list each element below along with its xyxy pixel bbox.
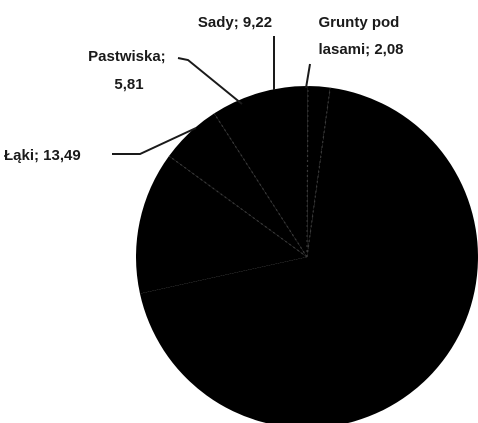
label-sady: Sady; 9,22 <box>198 14 272 31</box>
label-pastwiska-line2: 5,81 <box>114 76 143 93</box>
slice-separator-sady <box>306 85 309 258</box>
label-laki-line1: Łąki; 13,49 <box>4 147 81 164</box>
pie-slice-pastwiska <box>169 113 307 257</box>
label-pastwiska: Pastwiska; 5,81 <box>88 48 170 93</box>
label-pastwiska-line1: Pastwiska; <box>88 48 166 65</box>
pie-slice-łąki <box>135 156 307 294</box>
label-grunty-pod-lasami: Grunty pod lasami; 2,08 <box>318 14 403 58</box>
label-grunty-pod-lasami-line2: lasami; 2,08 <box>318 41 403 58</box>
slice-separator-pastwiska <box>213 113 308 258</box>
pie-slice-grunty-orne <box>139 87 478 423</box>
label-laki: Łąki; 13,49 <box>4 147 81 164</box>
leader-line-pastwiska <box>177 57 243 105</box>
slice-separator-łąki <box>168 155 308 258</box>
slice-separator-grunty-pod-lasami <box>306 87 331 258</box>
pie-slice-sady <box>214 85 308 257</box>
slice-edges <box>168 85 331 258</box>
leader-line-laki <box>112 127 197 155</box>
leader-line-grunty-pod-lasami <box>305 63 311 89</box>
label-sady-line1: Sady; 9,22 <box>198 14 272 31</box>
pie-slices <box>135 85 478 423</box>
label-grunty-pod-lasami-line1: Grunty pod <box>319 14 400 31</box>
